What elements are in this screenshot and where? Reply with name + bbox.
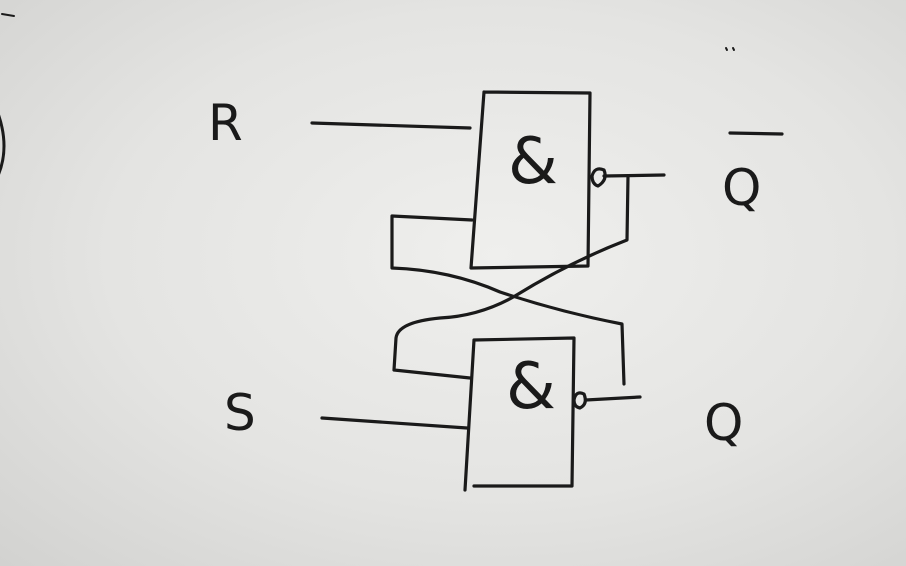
q-bar-overline <box>728 131 784 136</box>
top-gate-inversion-bubble <box>590 167 607 188</box>
bottom-gate-body <box>463 336 576 492</box>
bottom-gate-inversion-bubble <box>572 391 587 410</box>
top-gate-and-symbol: & <box>508 125 558 199</box>
edge-mark-top-left <box>1 13 15 17</box>
bottom-gate-and-symbol: & <box>506 350 556 424</box>
top-gate-body <box>469 90 592 270</box>
top-gate-feedback-tap <box>392 174 630 380</box>
input-r-wire <box>310 121 472 130</box>
input-s-label: S <box>224 384 256 442</box>
q-bar-output-wire <box>602 173 666 178</box>
edge-mark-left <box>0 114 6 175</box>
dots-mark <box>725 47 735 51</box>
input-r-label: R <box>208 94 243 152</box>
output-q-bar-label: Q <box>722 159 761 217</box>
input-s-wire <box>320 416 469 430</box>
top-gate-input-2-wire <box>390 214 626 386</box>
q-output-wire <box>584 395 642 402</box>
output-q-label: Q <box>704 394 743 452</box>
